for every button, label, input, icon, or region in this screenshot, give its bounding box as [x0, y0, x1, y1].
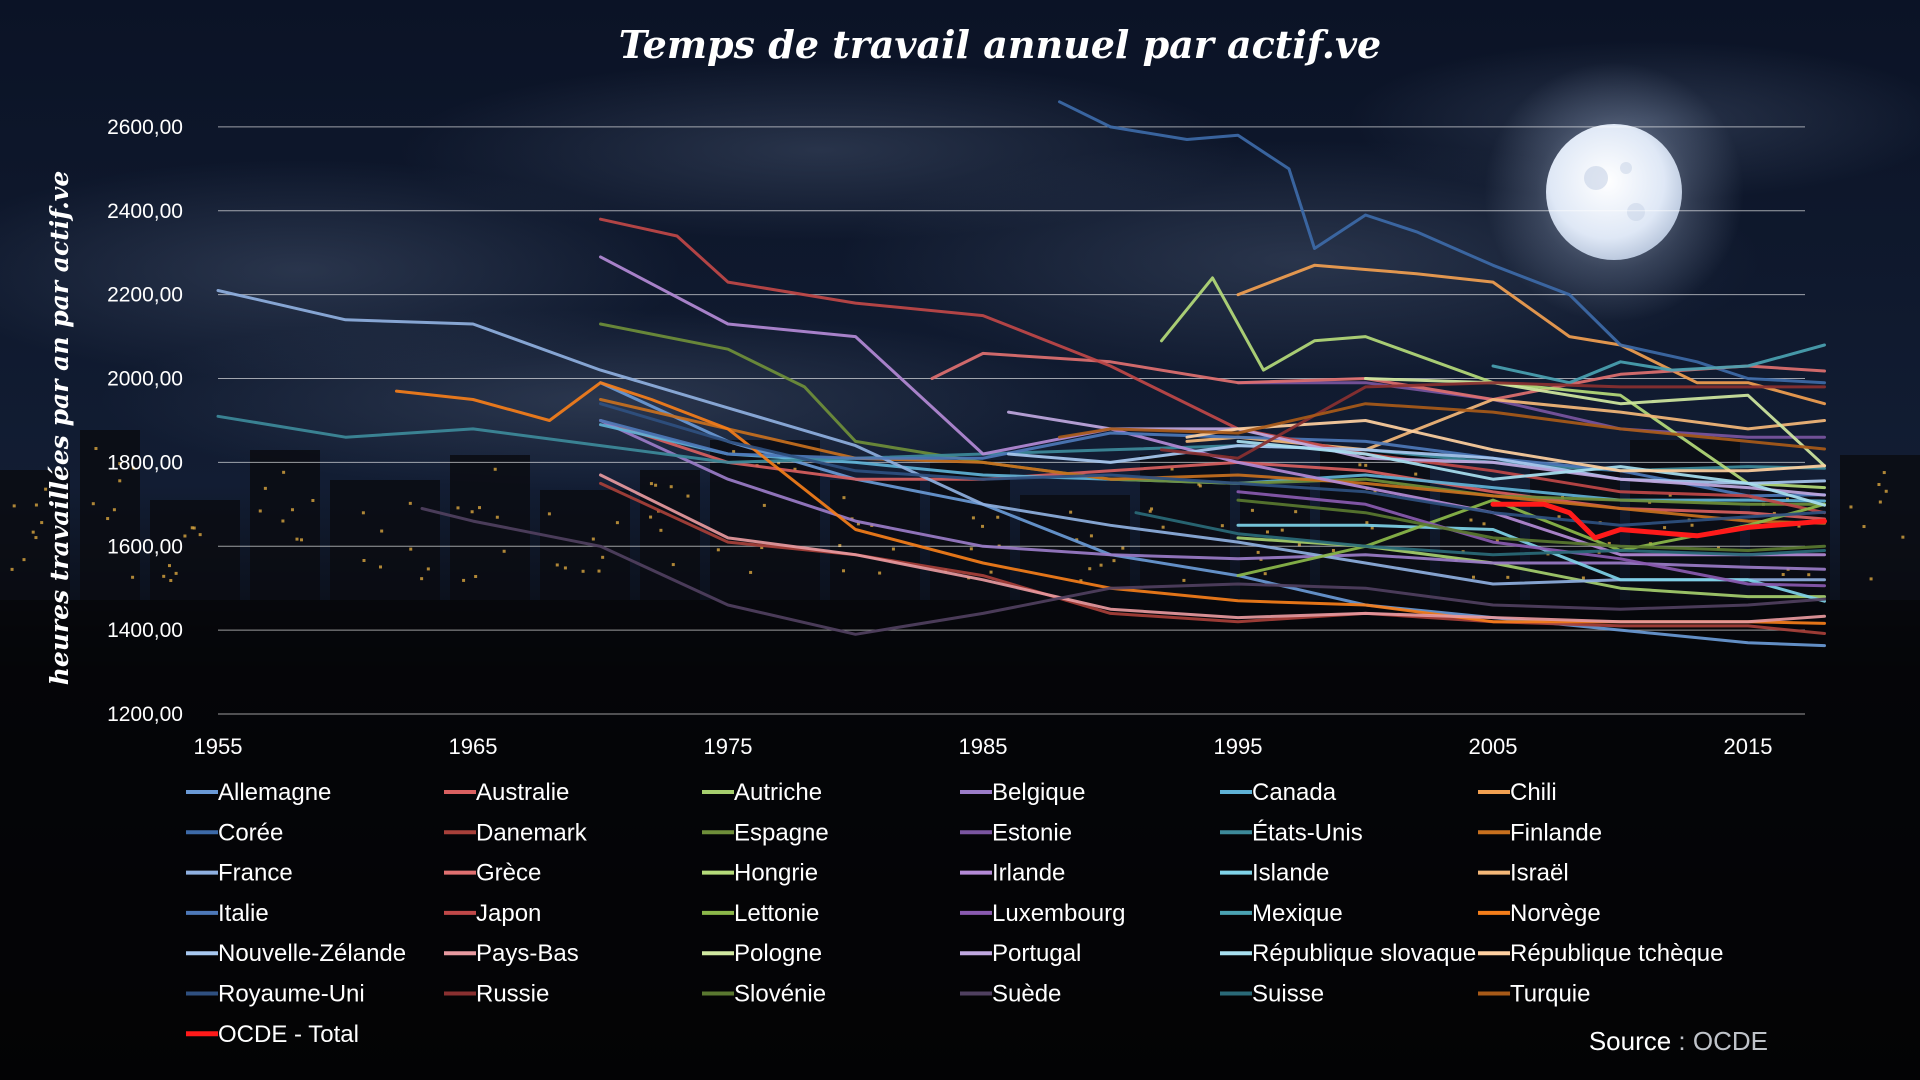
series-line — [1134, 511, 1826, 557]
series-line — [1058, 402, 1826, 451]
legend-label: Luxembourg — [992, 900, 1125, 927]
chart-title: Temps de travail annuel par actif.ve — [619, 22, 1382, 67]
legend-label: Finlande — [1510, 819, 1602, 846]
legend-label: Norvège — [1510, 900, 1601, 927]
x-tick-label: 1975 — [704, 734, 753, 759]
y-tick-label: 2000,00 — [107, 368, 183, 391]
legend-label: Estonie — [992, 819, 1072, 846]
y-tick-label: 2200,00 — [107, 284, 183, 307]
gridlines — [218, 126, 1805, 715]
legend-label: République tchèque — [1510, 940, 1724, 967]
y-tick-label: 1600,00 — [107, 535, 183, 558]
series-line — [1364, 377, 1826, 468]
series-line — [1236, 498, 1826, 552]
moon-icon — [1546, 124, 1682, 260]
legend-label: Hongrie — [734, 860, 818, 887]
series-line — [1236, 439, 1826, 507]
series-line — [1490, 501, 1827, 541]
series-line — [599, 322, 1826, 506]
series-line — [599, 255, 1826, 557]
series-line — [1058, 100, 1826, 385]
series-line — [1007, 444, 1826, 485]
legend-label: Pologne — [734, 940, 822, 967]
series-lines — [216, 100, 1827, 648]
y-axis-ticks: 1200,00 1400,00 1600,00 1800,00 2000,00 2200,… — [107, 116, 183, 726]
x-tick-label: 1995 — [1214, 734, 1263, 759]
x-tick-label: 2015 — [1724, 734, 1773, 759]
legend-label: Israël — [1510, 860, 1569, 887]
legend-label: Chili — [1510, 779, 1557, 806]
series-line — [1491, 343, 1826, 385]
legend-label: Suisse — [1252, 981, 1324, 1008]
legend-label: Pays-Bas — [476, 940, 579, 967]
x-tick-label: 1955 — [194, 734, 243, 759]
city-skyline — [0, 430, 1920, 1080]
source-label: Source — [1589, 1026, 1671, 1056]
legend-label: Suède — [992, 981, 1061, 1008]
legend-label: Grèce — [476, 860, 541, 887]
legend-label: Canada — [1252, 779, 1337, 806]
source-note: Source : OCDE — [1589, 1026, 1768, 1056]
legend-label: Portugal — [992, 940, 1081, 967]
legend-label: Corée — [218, 819, 283, 846]
series-line — [599, 473, 1826, 624]
series-line — [599, 398, 1826, 525]
legend-label: OCDE - Total — [218, 1021, 359, 1048]
series-line — [1236, 498, 1826, 578]
source-value: OCDE — [1693, 1026, 1768, 1056]
legend-label: Allemagne — [218, 779, 331, 806]
x-tick-label: 2005 — [1469, 734, 1518, 759]
series-line — [1185, 419, 1826, 473]
legend-label: Lettonie — [734, 900, 819, 927]
moon — [1484, 62, 1744, 322]
source-separator: : — [1671, 1026, 1693, 1056]
legend-label: Espagne — [734, 819, 829, 846]
y-tick-label: 2400,00 — [107, 200, 183, 223]
series-line — [1160, 276, 1826, 490]
legend-label: France — [218, 860, 293, 887]
legend-label: Danemark — [476, 819, 588, 846]
y-tick-label: 1200,00 — [107, 703, 183, 726]
series-line — [420, 507, 1826, 636]
legend: Allemagne Australie Autriche Belgique Canada… — [186, 779, 1724, 1048]
series-line — [599, 402, 1826, 527]
legend-label: Islande — [1252, 860, 1329, 887]
legend-label: Belgique — [992, 779, 1085, 806]
x-tick-label: 1985 — [959, 734, 1008, 759]
x-tick-label: 1965 — [449, 734, 498, 759]
series-line — [216, 289, 1826, 586]
series-line — [1236, 490, 1826, 588]
series-line — [1160, 381, 1826, 460]
x-axis-ticks: 1955 1965 1975 1985 1995 2005 2015 — [194, 734, 1773, 759]
legend-label: Royaume-Uni — [218, 981, 365, 1008]
legend-label: Russie — [476, 981, 549, 1008]
series-line — [599, 419, 1826, 571]
legend-label: Australie — [476, 779, 569, 806]
y-tick-label: 2600,00 — [107, 116, 183, 139]
legend-label: Nouvelle-Zélande — [218, 940, 406, 967]
legend-label: Italie — [218, 900, 269, 927]
series-line — [599, 217, 1826, 515]
legend-label: États-Unis — [1252, 819, 1363, 846]
series-line — [1236, 381, 1826, 439]
legend-label: Mexique — [1252, 900, 1343, 927]
legend-label: Turquie — [1510, 981, 1590, 1008]
series-line — [1236, 263, 1826, 406]
y-tick-label: 1800,00 — [107, 451, 183, 474]
legend-label: Slovénie — [734, 981, 826, 1008]
legend-label: Autriche — [734, 779, 822, 806]
y-tick-label: 1400,00 — [107, 619, 183, 642]
legend-label: Irlande — [992, 860, 1065, 887]
y-axis-label: heures travaillées par an par actif.ve — [45, 171, 74, 686]
legend-label: République slovaque — [1252, 940, 1476, 967]
legend-label: Japon — [476, 900, 541, 927]
